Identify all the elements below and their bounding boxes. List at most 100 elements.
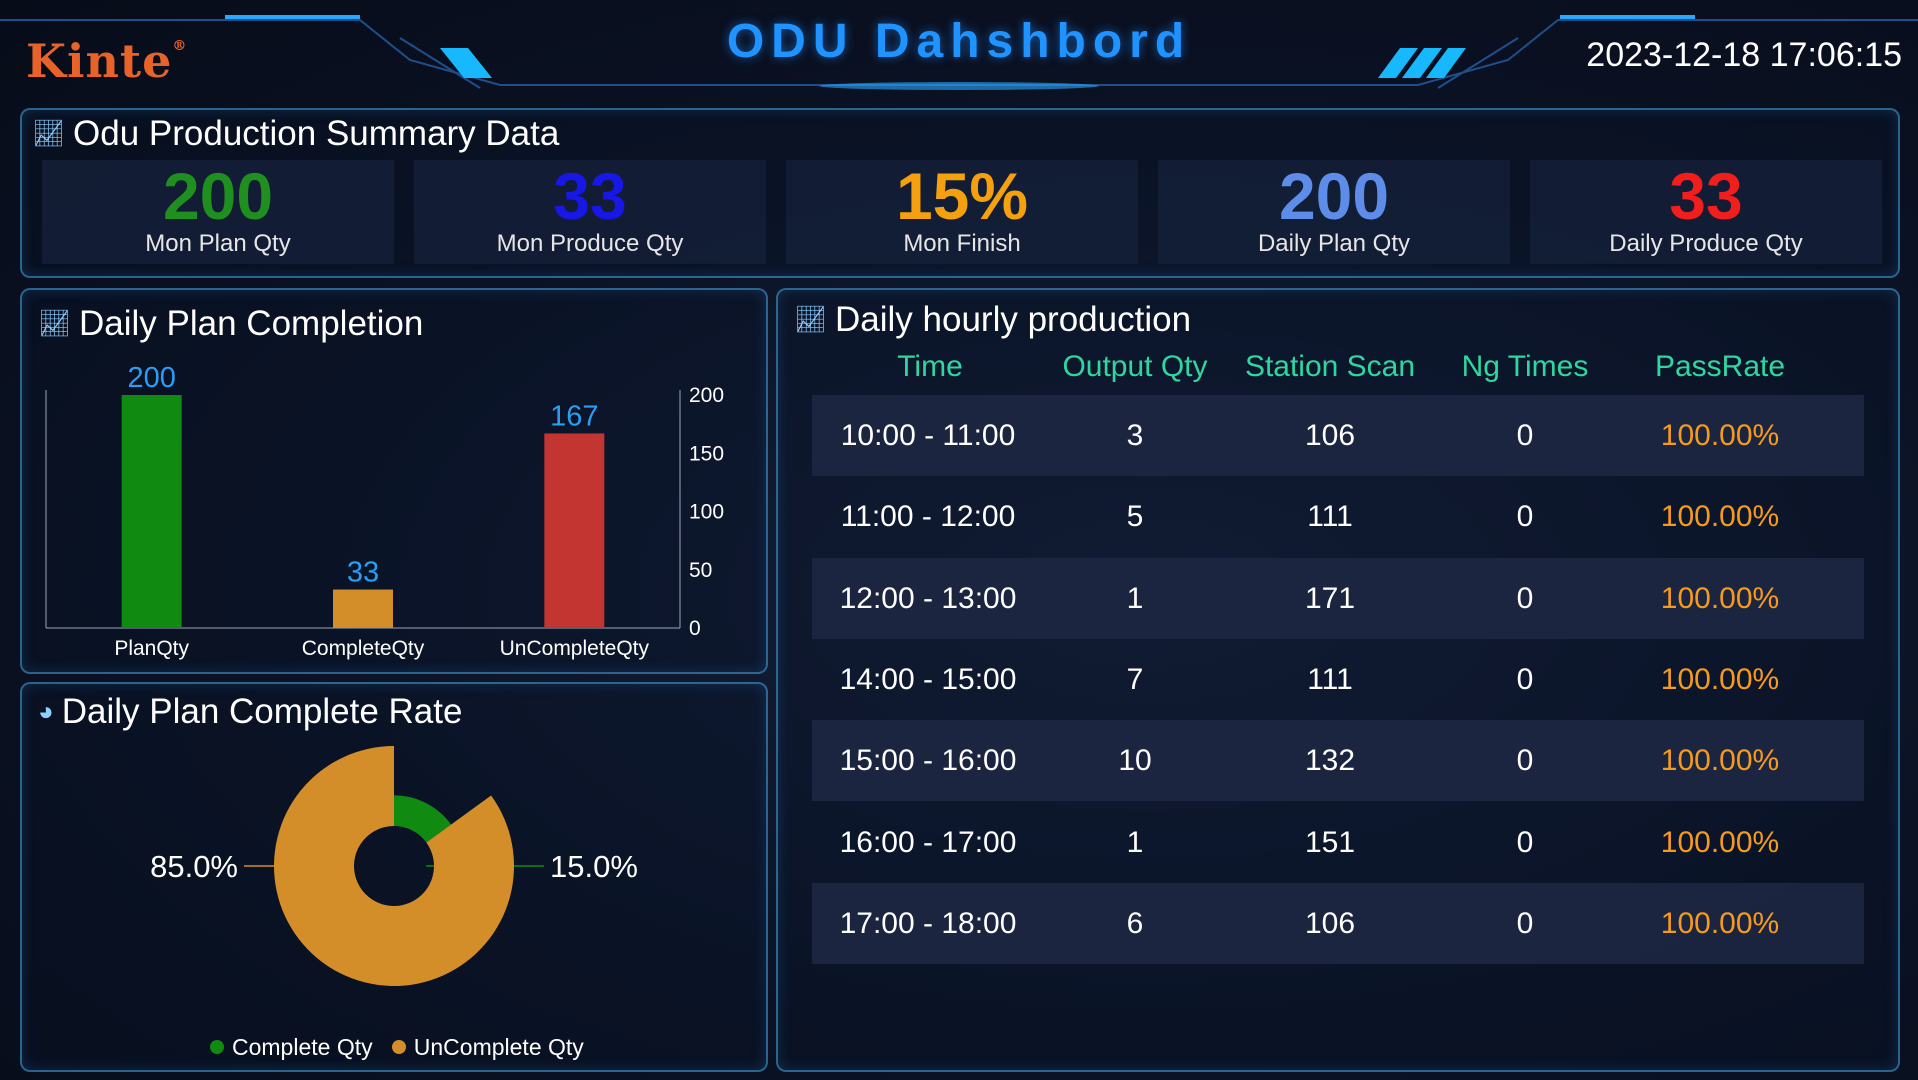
cell-time: 17:00 - 18:00 <box>839 906 1017 940</box>
kpi-label: Mon Produce Qty <box>496 230 684 257</box>
bar[interactable] <box>544 433 605 628</box>
cell-time: 12:00 - 13:00 <box>839 581 1017 615</box>
header-decoration <box>0 15 1918 90</box>
cell-ng: 0 <box>1516 419 1534 452</box>
cell-output: 10 <box>1118 744 1152 778</box>
cell-ng: 0 <box>1516 906 1534 940</box>
y-tick-label: 100 <box>689 501 724 524</box>
cell-rate: 100.00% <box>1660 500 1780 534</box>
bar-value-label: 167 <box>550 400 598 432</box>
cell-output: 3 <box>1126 419 1144 452</box>
cell-ng: 0 <box>1516 825 1534 859</box>
summary-title: 📈︎ Odu Production Summary Data <box>32 114 560 153</box>
y-tick-label: 50 <box>689 559 712 582</box>
datetime-display: 2023-12-18 17:06:15 <box>1586 36 1902 74</box>
cell-output: 1 <box>1126 581 1144 615</box>
y-tick-label: 0 <box>689 617 701 640</box>
header: Kinte® ODU Dahshbord 2023-12-18 17:06:15 <box>0 0 1918 100</box>
bar[interactable] <box>333 589 393 628</box>
cell-time: 14:00 - 15:00 <box>839 662 1017 696</box>
column-header-ng-times: Ng Times <box>1461 350 1589 383</box>
pie-value-label: 15.0% <box>550 849 638 884</box>
table-row: 15:00 - 16:00 10 132 0 100.00% <box>812 720 1864 802</box>
rate-title: ◕ Daily Plan Complete Rate <box>38 692 463 731</box>
legend-dot <box>210 1040 224 1054</box>
kpi-value: 33 <box>553 159 627 233</box>
kpi-value: 200 <box>162 159 274 233</box>
cell-time: 16:00 - 17:00 <box>839 825 1017 859</box>
kpi-value: 200 <box>1278 159 1390 233</box>
x-tick-label: CompleteQty <box>302 637 425 660</box>
x-tick-label: UnCompleteQty <box>500 637 650 660</box>
kpi-value: 33 <box>1669 159 1743 233</box>
y-tick-label: 150 <box>689 442 724 465</box>
cell-ng: 0 <box>1516 500 1534 534</box>
line-chart-icon: 📈︎ <box>38 308 72 338</box>
hourly-title: 📈︎ Daily hourly production <box>794 300 1192 339</box>
pie-slice[interactable] <box>274 746 514 986</box>
y-tick-label: 200 <box>689 384 724 407</box>
kpi-value: 15% <box>895 159 1029 233</box>
bar-value-label: 33 <box>347 557 379 589</box>
kpi-label: Daily Produce Qty <box>1609 230 1803 257</box>
table-row: 10:00 - 11:00 3 106 0 100.00% <box>812 395 1864 476</box>
cell-rate: 100.00% <box>1660 744 1780 778</box>
cell-scan: 106 <box>1304 906 1356 940</box>
cell-scan: 106 <box>1304 419 1356 452</box>
column-header-station-scan: Station Scan <box>1244 350 1416 383</box>
completion-title: 📈︎ Daily Plan Completion <box>38 304 424 343</box>
table-row: 16:00 - 17:00 1 151 0 100.00% <box>812 802 1864 883</box>
cell-scan: 171 <box>1304 581 1356 615</box>
cell-output: 7 <box>1126 662 1144 696</box>
table-row: 12:00 - 13:00 1 171 0 100.00% <box>812 557 1864 639</box>
pie-chart: 15.0% 85.0% <box>150 746 638 986</box>
column-header-passrate: PassRate <box>1654 350 1786 383</box>
cell-rate: 100.00% <box>1660 419 1780 452</box>
cell-rate: 100.00% <box>1660 825 1780 859</box>
bar-chart: 0 50 100 150 200 200 PlanQty 33 CompleteQty 167 Un… <box>45 362 724 660</box>
kpi-label: Mon Plan Qty <box>145 230 291 257</box>
table-row: 11:00 - 12:00 5 111 0 100.00% <box>812 476 1864 557</box>
cell-rate: 100.00% <box>1660 906 1780 940</box>
kpi-daily-plan-qty: 200 Daily Plan Qty <box>1158 160 1510 264</box>
pie-slice[interactable] <box>394 795 452 843</box>
x-tick-label: PlanQty <box>114 637 189 660</box>
pie-legend: Complete Qty UnComplete Qty <box>210 1034 584 1061</box>
legend-dot <box>391 1040 406 1054</box>
cell-time: 15:00 - 16:00 <box>839 744 1017 778</box>
brand-logo: Kinte® <box>26 34 188 88</box>
line-chart-icon: 📈︎ <box>32 118 66 148</box>
cell-output: 1 <box>1126 825 1144 859</box>
cell-rate: 100.00% <box>1660 662 1780 696</box>
kpi-mon-plan-qty: 200 Mon Plan Qty <box>42 160 394 264</box>
pie-value-label: 85.0% <box>150 849 238 884</box>
cell-output: 6 <box>1126 906 1144 940</box>
table-row: 17:00 - 18:00 6 106 0 100.00% <box>812 882 1864 964</box>
kpi-mon-finish: 15% Mon Finish <box>786 160 1138 264</box>
cell-ng: 0 <box>1516 581 1534 615</box>
cell-scan: 111 <box>1307 662 1353 696</box>
column-header-time: Time <box>897 350 963 383</box>
cell-scan: 132 <box>1304 744 1356 778</box>
cell-time: 11:00 - 12:00 <box>840 500 1016 534</box>
page-title: ODU Dahshbord <box>726 15 1192 68</box>
line-chart-icon: 📈︎ <box>794 304 828 334</box>
cell-scan: 151 <box>1304 825 1356 859</box>
legend-item-complete[interactable]: Complete Qty <box>210 1034 373 1060</box>
legend-item-uncomplete[interactable]: UnComplete Qty <box>391 1034 584 1060</box>
cell-ng: 0 <box>1516 744 1534 778</box>
kpi-label: Daily Plan Qty <box>1257 230 1411 257</box>
cell-scan: 111 <box>1307 500 1353 534</box>
cell-ng: 0 <box>1516 662 1534 696</box>
cell-rate: 100.00% <box>1660 581 1780 615</box>
kpi-daily-produce-qty: 33 Daily Produce Qty <box>1530 160 1882 264</box>
pie-chart-icon: ◕ <box>38 696 54 726</box>
kpi-label: Mon Finish <box>903 230 1021 257</box>
bar[interactable] <box>121 395 182 628</box>
cell-output: 5 <box>1126 500 1144 534</box>
column-header-output-qty: Output Qty <box>1062 350 1208 383</box>
table-row: 14:00 - 15:00 7 111 0 100.00% <box>812 639 1864 720</box>
cell-time: 10:00 - 11:00 <box>840 419 1016 452</box>
kpi-mon-produce-qty: 33 Mon Produce Qty <box>414 160 766 264</box>
bar-value-label: 200 <box>127 362 175 394</box>
